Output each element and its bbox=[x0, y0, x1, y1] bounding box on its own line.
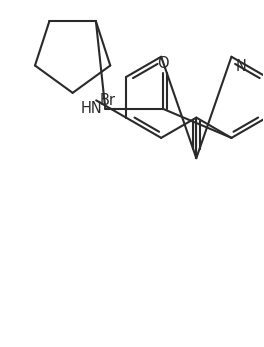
Text: N: N bbox=[235, 59, 246, 74]
Text: HN: HN bbox=[81, 101, 102, 116]
Text: Br: Br bbox=[99, 93, 115, 108]
Text: O: O bbox=[157, 56, 168, 71]
